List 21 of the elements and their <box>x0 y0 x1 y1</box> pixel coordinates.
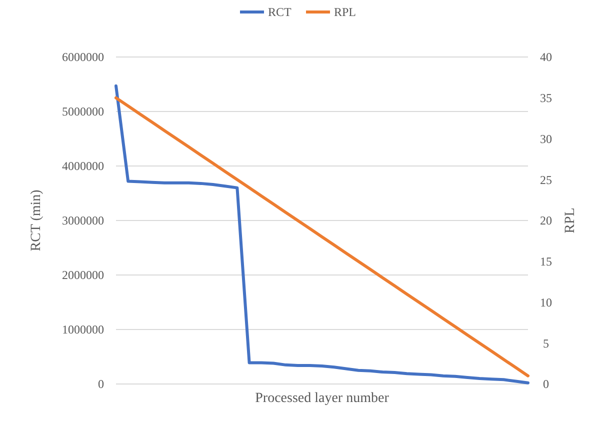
y-tick-label: 4000000 <box>62 159 104 174</box>
y2-tick-label: 20 <box>540 214 552 228</box>
y2-axis-title: RPL <box>563 208 578 234</box>
y2-tick-label: 35 <box>540 91 552 106</box>
y2-tick-label: 0 <box>543 377 549 392</box>
y-tick-label: 3000000 <box>62 214 104 228</box>
y2-tick-label: 10 <box>540 295 552 310</box>
y2-tick-label: 15 <box>540 254 552 269</box>
y-tick-label: 2000000 <box>62 268 104 282</box>
y2-tick-label: 5 <box>543 336 549 350</box>
legend-label: RPL <box>334 5 356 20</box>
x-axis-title: Processed layer number <box>255 391 390 406</box>
y2-tick-label: 25 <box>540 172 552 187</box>
y2-tick-label: 30 <box>540 132 552 146</box>
y2-tick-label: 40 <box>540 50 552 64</box>
y-tick-label: 1000000 <box>62 322 104 337</box>
y-tick-label: 0 <box>98 377 104 392</box>
y-tick-label: 6000000 <box>62 50 104 64</box>
y-tick-label: 5000000 <box>62 104 104 119</box>
y-axis-title: RCT (min) <box>29 189 44 252</box>
legend-label: RCT <box>268 5 292 20</box>
